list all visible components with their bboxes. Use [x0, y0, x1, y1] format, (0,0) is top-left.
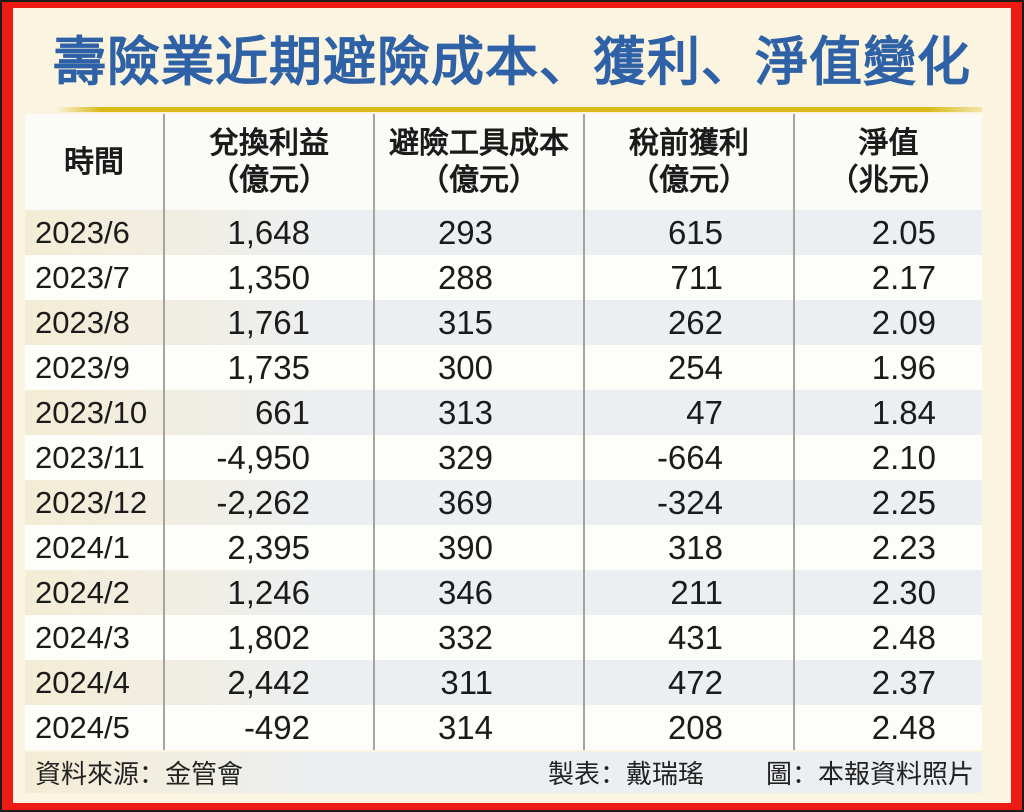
value-cell: 318	[583, 525, 793, 570]
value-cell: 329	[373, 435, 583, 480]
value-cell: 332	[373, 615, 583, 660]
value-cell: -664	[583, 435, 793, 480]
table-row: 2024/2 1,246 346 211 2.30	[25, 570, 982, 615]
column-header-exchange-gain: 兌換利益 （億元）	[163, 114, 373, 210]
value-cell: 1,648	[163, 210, 373, 255]
column-header-unit: （億元）	[629, 164, 749, 197]
column-header-label: 稅前獲利	[629, 127, 749, 160]
value-cell: 661	[163, 390, 373, 435]
value-cell: 315	[373, 300, 583, 345]
value-cell: 2.09	[793, 300, 982, 345]
table-row: 2023/11 -4,950 329 -664 2.10	[25, 435, 982, 480]
time-cell: 2023/8	[35, 305, 130, 340]
value-cell: 1,735	[163, 345, 373, 390]
value-cell: 431	[583, 615, 793, 660]
value-cell: 2.48	[793, 615, 982, 660]
column-header-time: 時間	[25, 114, 163, 210]
value-cell: 390	[373, 525, 583, 570]
value-cell: 208	[583, 705, 793, 750]
data-table: 時間 兌換利益 （億元） 避險工具成本 （億元） 稅前獲利 （億元） 淨值 （兆…	[25, 114, 982, 750]
column-header-label: 時間	[64, 145, 124, 179]
column-header-hedge-cost: 避險工具成本 （億元）	[373, 114, 583, 210]
time-cell: 2023/12	[35, 485, 148, 520]
gold-divider-rule	[55, 107, 982, 112]
table-row: 2024/4 2,442 311 472 2.37	[25, 660, 982, 705]
value-cell: 2.30	[793, 570, 982, 615]
table-row: 2023/8 1,761 315 262 2.09	[25, 300, 982, 345]
table-row: 2023/6 1,648 293 615 2.05	[25, 210, 982, 255]
time-cell: 2024/5	[35, 710, 130, 745]
value-cell: 1.96	[793, 345, 982, 390]
value-cell: 711	[583, 255, 793, 300]
time-cell: 2023/6	[35, 215, 130, 250]
value-cell: 1,350	[163, 255, 373, 300]
value-cell: 47	[583, 390, 793, 435]
column-header-label: 避險工具成本	[389, 127, 569, 160]
table-row: 2024/3 1,802 332 431 2.48	[25, 615, 982, 660]
table-row: 2023/10 661 313 47 1.84	[25, 390, 982, 435]
value-cell: 2.37	[793, 660, 982, 705]
column-header-unit: （億元）	[419, 164, 539, 197]
value-cell: 1,246	[163, 570, 373, 615]
table-row: 2024/1 2,395 390 318 2.23	[25, 525, 982, 570]
table-header-row: 時間 兌換利益 （億元） 避險工具成本 （億元） 稅前獲利 （億元） 淨值 （兆…	[25, 114, 982, 210]
column-header-unit: （億元）	[209, 164, 329, 197]
value-cell: 2,442	[163, 660, 373, 705]
value-cell: 311	[373, 660, 583, 705]
column-header-unit: （兆元）	[828, 164, 949, 197]
table-row: 2023/7 1,350 288 711 2.17	[25, 255, 982, 300]
time-cell: 2023/9	[35, 350, 130, 385]
value-cell: 346	[373, 570, 583, 615]
value-cell: 369	[373, 480, 583, 525]
table-row: 2023/12 -2,262 369 -324 2.25	[25, 480, 982, 525]
value-cell: -4,950	[163, 435, 373, 480]
table-body: 2023/6 1,648 293 615 2.05 2023/7 1,350 288 711 2.…	[25, 210, 982, 750]
value-cell: 2.17	[793, 255, 982, 300]
value-cell: 262	[583, 300, 793, 345]
value-cell: 254	[583, 345, 793, 390]
time-cell: 2023/11	[35, 440, 145, 475]
value-cell: 2.25	[793, 480, 982, 525]
value-cell: 2.10	[793, 435, 982, 480]
value-cell: 211	[583, 570, 793, 615]
page-title: 壽險業近期避險成本、獲利、淨值變化	[53, 33, 971, 92]
value-cell: 1.84	[793, 390, 982, 435]
value-cell: 472	[583, 660, 793, 705]
column-header-net-worth: 淨值 （兆元）	[793, 114, 982, 210]
time-cell: 2023/10	[35, 395, 148, 430]
time-cell: 2024/1	[35, 530, 130, 565]
time-cell: 2023/7	[35, 260, 130, 295]
value-cell: 2.23	[793, 525, 982, 570]
column-header-pretax-profit: 稅前獲利 （億元）	[583, 114, 793, 210]
value-cell: 1,761	[163, 300, 373, 345]
table-row: 2023/9 1,735 300 254 1.96	[25, 345, 982, 390]
value-cell: 2,395	[163, 525, 373, 570]
value-cell: 314	[373, 705, 583, 750]
value-cell: 1,802	[163, 615, 373, 660]
photo-credit-label: 圖：本報資料照片	[765, 759, 974, 789]
value-cell: 615	[583, 210, 793, 255]
value-cell: 293	[373, 210, 583, 255]
value-cell: -492	[163, 705, 373, 750]
value-cell: 313	[373, 390, 583, 435]
value-cell: -2,262	[163, 480, 373, 525]
value-cell: 2.05	[793, 210, 982, 255]
column-header-label: 兌換利益	[209, 127, 329, 160]
value-cell: 288	[373, 255, 583, 300]
time-cell: 2024/2	[35, 575, 130, 610]
value-cell: 300	[373, 345, 583, 390]
table-row: 2024/5 -492 314 208 2.48	[25, 705, 982, 750]
value-cell: -324	[583, 480, 793, 525]
column-header-label: 淨值	[858, 127, 919, 160]
table-credit-label: 製表：戴瑞瑤	[547, 759, 704, 789]
data-source-label: 資料來源：金管會	[35, 759, 244, 789]
value-cell: 2.48	[793, 705, 982, 750]
page-background: 壽險業近期避險成本、獲利、淨值變化 時間 兌換利益 （億元） 避險工具成本 （億…	[13, 8, 1011, 803]
time-cell: 2024/3	[35, 620, 130, 655]
footer-band: 資料來源：金管會 製表：戴瑞瑤 圖：本報資料照片	[25, 752, 982, 793]
time-cell: 2024/4	[35, 665, 130, 700]
